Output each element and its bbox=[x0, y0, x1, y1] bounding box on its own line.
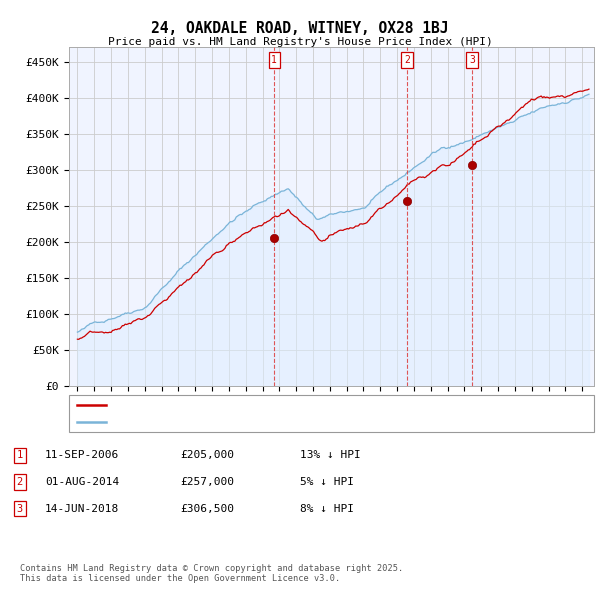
Text: 11-SEP-2006: 11-SEP-2006 bbox=[45, 451, 119, 460]
Text: 3: 3 bbox=[17, 504, 23, 513]
Text: 3: 3 bbox=[469, 55, 475, 65]
Text: 1: 1 bbox=[17, 451, 23, 460]
Text: Price paid vs. HM Land Registry's House Price Index (HPI): Price paid vs. HM Land Registry's House … bbox=[107, 37, 493, 47]
Text: HPI: Average price, semi-detached house, West Oxfordshire: HPI: Average price, semi-detached house,… bbox=[111, 417, 446, 427]
Text: £257,000: £257,000 bbox=[180, 477, 234, 487]
Text: 13% ↓ HPI: 13% ↓ HPI bbox=[300, 451, 361, 460]
Text: 2: 2 bbox=[17, 477, 23, 487]
Text: 1: 1 bbox=[271, 55, 277, 65]
Text: Contains HM Land Registry data © Crown copyright and database right 2025.
This d: Contains HM Land Registry data © Crown c… bbox=[20, 563, 403, 583]
Text: 8% ↓ HPI: 8% ↓ HPI bbox=[300, 504, 354, 513]
Text: 24, OAKDALE ROAD, WITNEY, OX28 1BJ: 24, OAKDALE ROAD, WITNEY, OX28 1BJ bbox=[151, 21, 449, 35]
Text: £306,500: £306,500 bbox=[180, 504, 234, 513]
Text: 5% ↓ HPI: 5% ↓ HPI bbox=[300, 477, 354, 487]
Text: 2: 2 bbox=[404, 55, 410, 65]
Text: 24, OAKDALE ROAD, WITNEY, OX28 1BJ (semi-detached house): 24, OAKDALE ROAD, WITNEY, OX28 1BJ (semi… bbox=[111, 400, 440, 410]
Text: 14-JUN-2018: 14-JUN-2018 bbox=[45, 504, 119, 513]
Text: £205,000: £205,000 bbox=[180, 451, 234, 460]
Text: 01-AUG-2014: 01-AUG-2014 bbox=[45, 477, 119, 487]
